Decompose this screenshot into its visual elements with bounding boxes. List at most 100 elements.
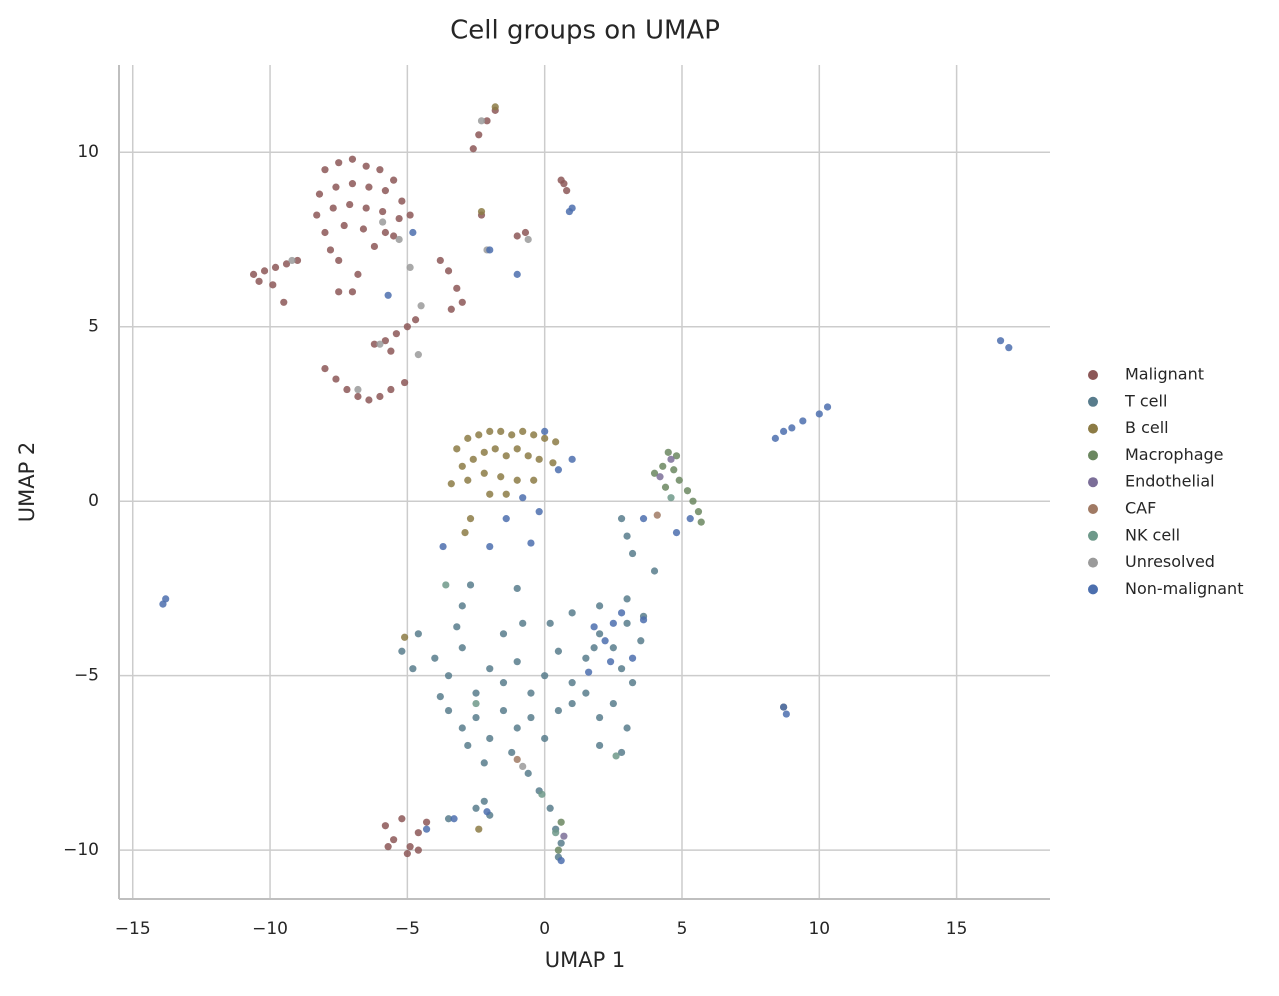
point [582, 689, 590, 697]
point [480, 469, 488, 477]
x-tick-label: 5 [677, 919, 688, 939]
point [354, 392, 362, 401]
point [458, 462, 466, 470]
point [554, 706, 563, 715]
point [458, 724, 466, 732]
point [637, 637, 645, 645]
point [453, 623, 461, 631]
point [282, 260, 291, 268]
legend-label: B cell [1125, 418, 1169, 437]
point [376, 340, 384, 348]
point [387, 347, 395, 355]
point [502, 452, 510, 460]
point [519, 427, 527, 436]
point [444, 815, 453, 823]
point [650, 567, 659, 575]
point [568, 455, 576, 463]
point [508, 431, 516, 439]
point [376, 166, 384, 174]
point [354, 270, 362, 278]
point [672, 528, 681, 537]
point [414, 630, 422, 638]
point [694, 508, 703, 516]
point [554, 846, 563, 854]
point [689, 497, 697, 505]
point [557, 857, 565, 865]
point [519, 494, 527, 502]
point [480, 448, 488, 456]
point [329, 204, 337, 212]
point [260, 267, 269, 275]
point [464, 741, 472, 750]
point [623, 532, 631, 540]
point [461, 528, 469, 537]
point [596, 741, 604, 750]
y-tick-label: 0 [88, 491, 99, 511]
point [557, 818, 565, 826]
legend-label: CAF [1125, 499, 1156, 518]
point [483, 808, 491, 816]
point [623, 619, 631, 627]
legend-marker [1088, 584, 1098, 595]
point [675, 476, 683, 484]
point [513, 755, 521, 764]
point [401, 633, 409, 641]
point [414, 351, 422, 359]
point [335, 159, 343, 167]
point [617, 748, 626, 757]
point [527, 713, 535, 722]
point [384, 843, 392, 851]
point [513, 658, 521, 666]
x-tick-label: −15 [115, 919, 151, 939]
point [464, 434, 472, 442]
point [596, 713, 604, 722]
point [486, 665, 494, 673]
point [585, 668, 593, 676]
point [348, 288, 357, 296]
point [1005, 344, 1013, 352]
point [321, 228, 329, 237]
point [406, 263, 414, 271]
grid [119, 65, 1050, 899]
point [519, 619, 527, 627]
point [475, 431, 483, 439]
point [521, 228, 530, 237]
point [422, 818, 431, 826]
point [381, 228, 389, 237]
point [513, 476, 521, 484]
legend-marker [1088, 504, 1098, 514]
point [486, 427, 494, 436]
point [409, 665, 417, 673]
point [453, 284, 461, 292]
point [271, 263, 280, 271]
point [398, 197, 406, 205]
legend-label: Macrophage [1125, 445, 1224, 464]
point [370, 340, 379, 348]
point [513, 724, 521, 732]
point [444, 706, 453, 715]
point [414, 829, 422, 837]
point [398, 647, 406, 655]
point [524, 235, 532, 244]
point [159, 600, 167, 608]
point [269, 281, 277, 289]
point [497, 473, 505, 481]
point [530, 431, 538, 439]
point [406, 843, 414, 851]
point [442, 581, 450, 589]
point [335, 288, 343, 296]
point [499, 706, 508, 715]
point [475, 825, 483, 833]
legend-marker [1088, 370, 1098, 380]
point [664, 448, 672, 456]
point [623, 595, 631, 603]
x-tick-label: 10 [808, 919, 830, 939]
point [499, 679, 508, 687]
point [414, 846, 422, 854]
point [491, 103, 499, 111]
legend-marker [1088, 423, 1098, 434]
point [524, 452, 532, 460]
point [362, 204, 370, 212]
point [799, 417, 807, 425]
point [546, 619, 554, 627]
